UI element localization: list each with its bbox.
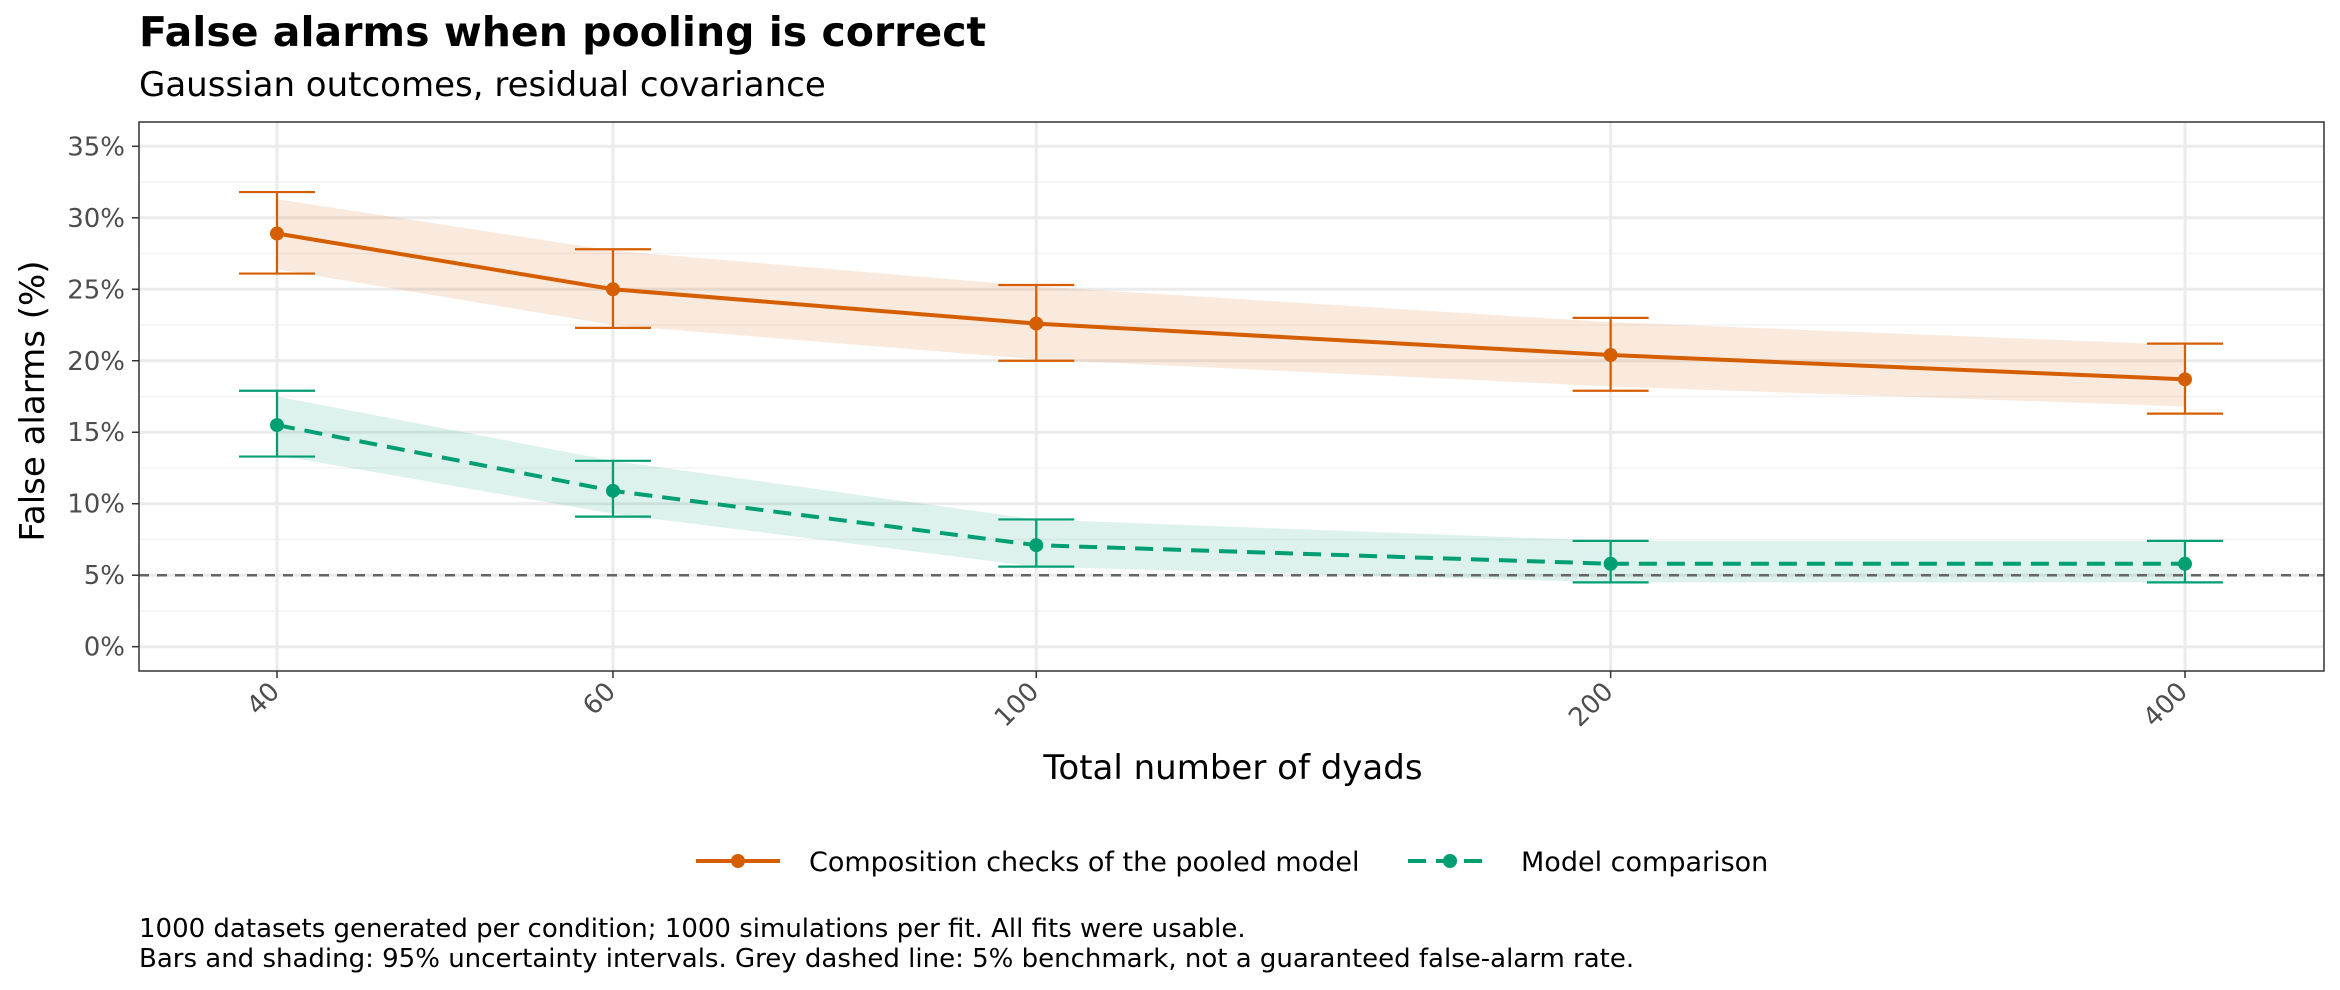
y-tick-label: 15% bbox=[67, 418, 125, 448]
legend-label-1: Model comparison bbox=[1521, 847, 1768, 878]
data-points bbox=[270, 226, 2192, 571]
legend: Composition checks of the pooled model Mo… bbox=[696, 847, 1768, 878]
data-point-0-2 bbox=[1029, 316, 1044, 331]
legend-key-point-1 bbox=[1443, 854, 1457, 868]
y-tick-label: 10% bbox=[67, 490, 125, 520]
data-point-1-1 bbox=[605, 483, 620, 498]
x-axis-title: Total number of dyads bbox=[1042, 748, 1422, 788]
caption-line-1: 1000 datasets generated per condition; 1… bbox=[139, 914, 1246, 944]
y-tick-label: 5% bbox=[84, 561, 125, 591]
data-point-1-0 bbox=[270, 418, 284, 433]
x-tick-label: 60 bbox=[577, 677, 622, 722]
uncertainty-band-0 bbox=[277, 199, 2185, 407]
chart-subtitle: Gaussian outcomes, residual covariance bbox=[139, 65, 826, 105]
data-point-1-3 bbox=[1603, 556, 1618, 571]
uncertainty-bands bbox=[277, 199, 2185, 583]
legend-key-point-0 bbox=[731, 854, 745, 868]
data-point-1-2 bbox=[1029, 538, 1044, 553]
x-axis-ticks: 40 60 100 200 400 bbox=[241, 671, 2194, 733]
y-tick-label: 30% bbox=[67, 204, 125, 234]
data-point-0-1 bbox=[605, 282, 620, 297]
data-point-0-3 bbox=[1603, 348, 1618, 363]
y-tick-label: 20% bbox=[67, 347, 125, 377]
caption-line-2: Bars and shading: 95% uncertainty interv… bbox=[139, 944, 1634, 974]
x-tick-label: 40 bbox=[241, 677, 286, 722]
y-tick-label: 0% bbox=[84, 633, 125, 663]
data-point-0-4 bbox=[2178, 372, 2192, 387]
y-tick-label: 25% bbox=[67, 275, 125, 305]
legend-label-0: Composition checks of the pooled model bbox=[809, 847, 1359, 878]
y-axis-ticks: 0% 5% 10% 15% 20% 25% 30% 35% bbox=[67, 132, 139, 663]
chart-title: False alarms when pooling is correct bbox=[139, 8, 986, 56]
y-axis-title: False alarms (%) bbox=[13, 260, 53, 541]
data-point-1-4 bbox=[2178, 556, 2192, 571]
y-tick-label: 35% bbox=[67, 132, 125, 162]
data-point-0-0 bbox=[270, 226, 284, 241]
uncertainty-band-1 bbox=[277, 396, 2185, 583]
x-tick-label: 400 bbox=[2138, 677, 2194, 733]
panel-border bbox=[138, 121, 2325, 672]
x-tick-label: 200 bbox=[1563, 677, 1619, 733]
x-tick-label: 100 bbox=[989, 677, 1045, 733]
